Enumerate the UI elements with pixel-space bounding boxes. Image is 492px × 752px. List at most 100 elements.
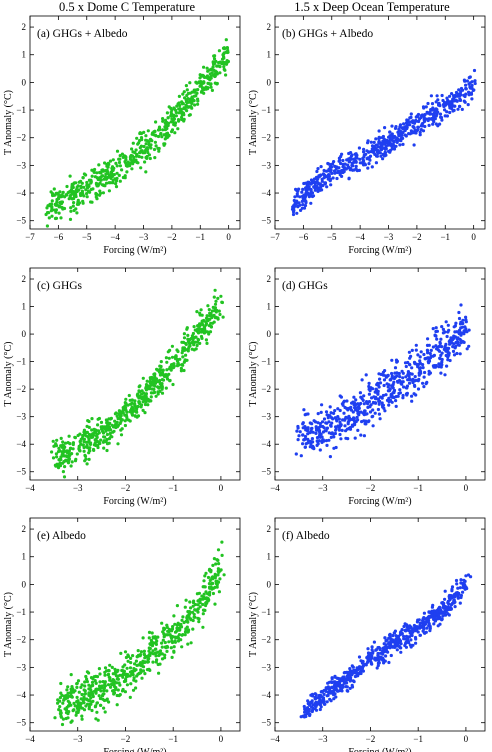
y-tick-label: −5 bbox=[16, 467, 26, 477]
data-point bbox=[198, 73, 202, 77]
data-point bbox=[450, 585, 455, 589]
data-point bbox=[164, 136, 169, 140]
data-point bbox=[112, 692, 116, 696]
data-point bbox=[447, 328, 451, 332]
data-point bbox=[315, 439, 319, 443]
data-point bbox=[108, 181, 113, 185]
data-point bbox=[185, 98, 189, 102]
data-point bbox=[131, 141, 135, 145]
data-point bbox=[326, 177, 330, 181]
data-point bbox=[397, 644, 401, 649]
data-point bbox=[105, 164, 109, 168]
data-point bbox=[461, 318, 465, 322]
data-point bbox=[151, 649, 155, 653]
data-point bbox=[414, 393, 418, 397]
data-point bbox=[459, 578, 463, 582]
data-point bbox=[122, 154, 127, 158]
data-point bbox=[137, 385, 141, 389]
data-point bbox=[332, 169, 337, 173]
data-point bbox=[213, 585, 217, 590]
data-point bbox=[165, 368, 169, 372]
data-point bbox=[371, 145, 375, 149]
data-point bbox=[183, 106, 187, 110]
data-point bbox=[166, 629, 170, 633]
data-point bbox=[59, 714, 63, 718]
y-tick-label: −1 bbox=[16, 607, 26, 617]
data-point bbox=[159, 132, 163, 136]
data-point bbox=[310, 437, 314, 441]
data-point bbox=[124, 679, 128, 683]
data-point bbox=[367, 381, 371, 385]
data-point bbox=[118, 164, 122, 168]
data-point bbox=[60, 193, 64, 197]
data-point bbox=[316, 181, 320, 185]
data-point bbox=[73, 704, 77, 708]
data-point bbox=[168, 379, 172, 383]
data-point bbox=[161, 378, 166, 382]
y-tick-label: −5 bbox=[261, 467, 271, 477]
data-point bbox=[172, 107, 176, 111]
data-point bbox=[431, 327, 435, 331]
data-point bbox=[87, 699, 91, 703]
data-point bbox=[89, 178, 93, 182]
data-point bbox=[180, 645, 184, 649]
data-point bbox=[359, 671, 363, 676]
data-point bbox=[457, 316, 462, 321]
data-point bbox=[383, 409, 387, 413]
data-point bbox=[408, 123, 412, 127]
data-point bbox=[75, 695, 79, 700]
data-point bbox=[208, 82, 212, 86]
data-point bbox=[212, 295, 216, 299]
y-tick-label: −4 bbox=[261, 439, 271, 449]
data-point bbox=[68, 174, 72, 178]
data-point bbox=[294, 452, 298, 456]
data-point bbox=[431, 603, 435, 607]
data-point bbox=[303, 181, 308, 185]
data-point bbox=[387, 400, 391, 404]
data-point bbox=[75, 682, 79, 686]
data-point bbox=[64, 716, 68, 721]
data-point bbox=[70, 460, 74, 464]
data-point bbox=[461, 321, 465, 326]
data-point bbox=[218, 71, 222, 75]
data-point bbox=[355, 153, 359, 157]
data-point bbox=[308, 712, 312, 717]
data-point bbox=[364, 422, 368, 426]
data-point bbox=[206, 575, 211, 580]
data-point bbox=[423, 370, 427, 375]
data-point bbox=[210, 88, 214, 92]
data-point bbox=[318, 422, 322, 426]
data-point bbox=[53, 716, 57, 720]
data-point bbox=[461, 583, 465, 587]
y-tick-label: −3 bbox=[261, 412, 271, 422]
data-point bbox=[327, 167, 331, 172]
data-point bbox=[317, 186, 321, 191]
data-point bbox=[350, 685, 355, 689]
data-point bbox=[87, 448, 91, 452]
data-point bbox=[149, 380, 153, 384]
data-point bbox=[390, 132, 394, 136]
data-point bbox=[67, 704, 71, 708]
data-point bbox=[209, 74, 213, 78]
data-point bbox=[155, 639, 159, 643]
data-point bbox=[370, 396, 374, 400]
x-tick-label: −6 bbox=[54, 232, 64, 242]
data-point bbox=[181, 92, 185, 96]
data-point bbox=[85, 462, 89, 466]
data-point bbox=[182, 332, 186, 336]
data-point bbox=[203, 585, 207, 589]
data-point bbox=[333, 431, 337, 436]
data-point bbox=[326, 693, 330, 698]
data-point bbox=[458, 601, 462, 605]
data-point bbox=[382, 142, 387, 146]
data-point bbox=[106, 161, 110, 165]
scatter-points bbox=[44, 38, 230, 228]
data-point bbox=[167, 372, 171, 376]
data-point bbox=[60, 722, 65, 727]
data-point bbox=[109, 416, 113, 420]
data-point bbox=[102, 698, 107, 703]
data-point bbox=[160, 373, 164, 377]
data-point bbox=[443, 373, 447, 377]
data-point bbox=[464, 92, 468, 96]
